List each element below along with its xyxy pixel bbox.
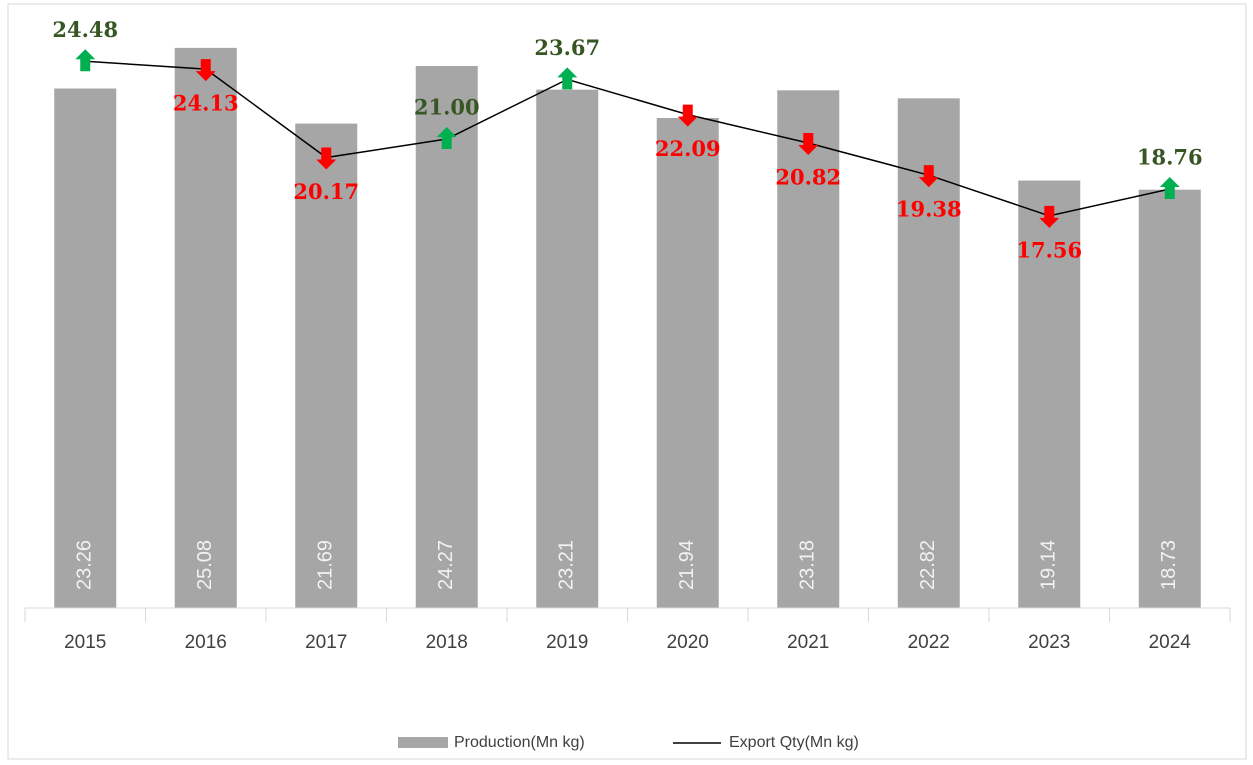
bar [295, 123, 358, 608]
line-value-label: 24.13 [173, 91, 239, 116]
x-tick-label: 2015 [64, 632, 106, 653]
bar-value-label: 23.21 [556, 540, 578, 590]
x-tick-label: 2023 [1028, 632, 1070, 653]
line-value-label: 22.09 [655, 136, 721, 161]
arrow-marker [436, 127, 457, 149]
legend-swatch [398, 737, 448, 748]
bar-value-label: 24.27 [435, 540, 457, 590]
arrow-marker [1039, 205, 1060, 228]
bar [1138, 189, 1201, 609]
arrow-marker [677, 104, 698, 127]
arrow-marker [75, 49, 96, 72]
line [85, 60, 1170, 217]
bar [656, 118, 719, 609]
bar-value-label: 18.73 [1158, 540, 1180, 590]
x-tick-label: 2022 [908, 632, 950, 653]
line-value-label: 21.00 [414, 95, 480, 120]
bar-value-label: 21.94 [676, 540, 698, 590]
bar [54, 88, 117, 608]
x-tick-label: 2018 [426, 632, 468, 653]
x-tick-label: 2024 [1149, 632, 1192, 653]
bar-value-label: 21.69 [315, 540, 337, 590]
line-value-label: 19.38 [896, 197, 962, 222]
line-value-label: 17.56 [1016, 237, 1082, 262]
x-tick-label: 2016 [185, 632, 227, 653]
bar-value-label: 23.26 [74, 540, 96, 590]
bar [174, 47, 237, 608]
arrow-marker [918, 165, 939, 188]
legend-label: Production(Mn kg) [454, 734, 585, 751]
arrow-marker [195, 59, 216, 82]
x-tick-label: 2017 [305, 632, 347, 653]
bar [415, 65, 478, 609]
arrow-marker [557, 67, 578, 90]
bar [536, 89, 599, 609]
x-tick-label: 2019 [546, 632, 588, 653]
line-value-label: 18.76 [1137, 145, 1203, 170]
line-value-label: 24.48 [52, 17, 118, 42]
x-tick-label: 2020 [667, 632, 709, 653]
line-value-label: 20.82 [775, 165, 841, 190]
x-tick-label: 2021 [787, 632, 829, 653]
arrow-marker [316, 147, 337, 170]
bar-value-label: 22.82 [917, 540, 939, 590]
legend-label: Export Qty(Mn kg) [729, 734, 859, 751]
line-value-label: 20.17 [293, 179, 359, 204]
bar-value-label: 25.08 [194, 540, 216, 590]
bar-value-label: 19.14 [1038, 540, 1060, 590]
arrow-marker [1159, 177, 1180, 200]
bar [1018, 180, 1081, 609]
bar [777, 90, 840, 608]
line-value-label: 23.67 [534, 35, 600, 60]
bar-value-label: 23.18 [797, 540, 819, 590]
arrow-marker [798, 133, 819, 156]
